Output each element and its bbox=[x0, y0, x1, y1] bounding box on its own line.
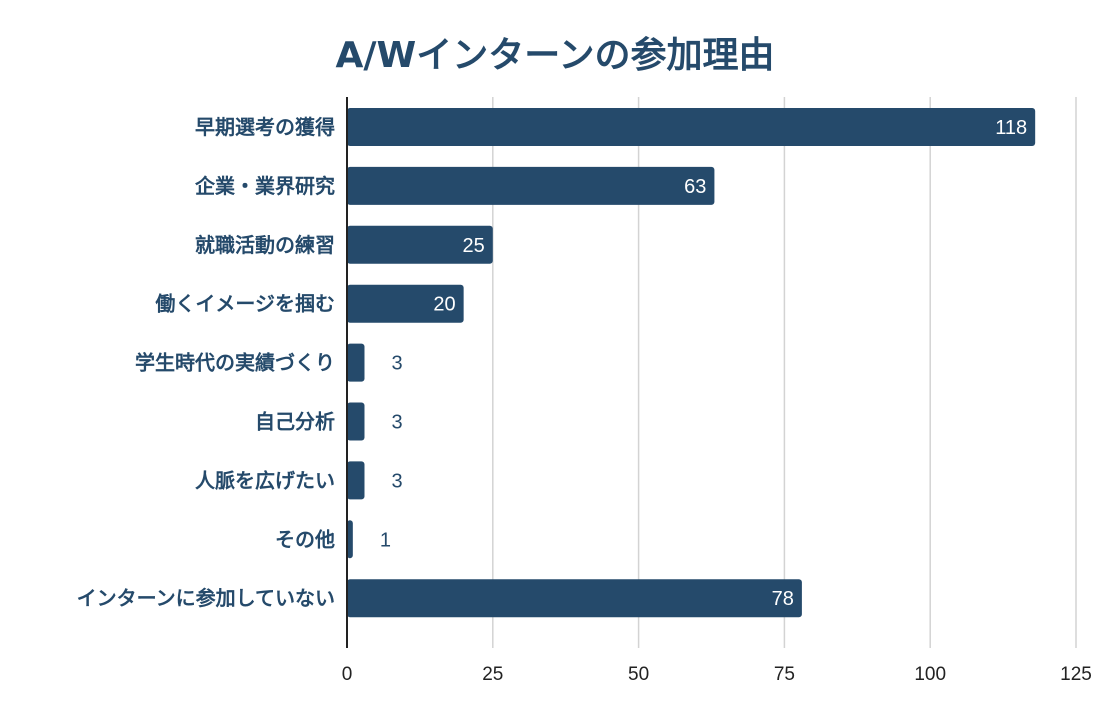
bar bbox=[347, 579, 802, 618]
bar bbox=[347, 461, 365, 500]
category-label: 働くイメージを掴む bbox=[154, 292, 335, 316]
data-label: 118 bbox=[995, 117, 1027, 139]
category-label: インターンに参加していない bbox=[77, 586, 335, 610]
category-label: 企業・業界研究 bbox=[194, 174, 335, 198]
bar bbox=[347, 402, 365, 441]
x-tick-label: 125 bbox=[1060, 664, 1092, 685]
data-label: 25 bbox=[463, 235, 485, 257]
category-label: 早期選考の獲得 bbox=[195, 115, 335, 139]
data-label: 1 bbox=[380, 529, 391, 551]
category-label: 人脈を広げたい bbox=[195, 468, 335, 492]
x-tick-label: 0 bbox=[342, 664, 353, 685]
data-label: 3 bbox=[391, 353, 402, 375]
bar bbox=[347, 284, 464, 323]
category-label: 自己分析 bbox=[255, 410, 335, 434]
bar bbox=[347, 520, 353, 559]
data-label: 20 bbox=[433, 294, 455, 316]
category-label: 就職活動の練習 bbox=[195, 233, 335, 257]
category-label: その他 bbox=[275, 527, 335, 551]
x-tick-label: 50 bbox=[628, 664, 649, 685]
bar bbox=[347, 108, 1036, 146]
category-label: 学生時代の実績づくり bbox=[135, 351, 335, 375]
data-label: 3 bbox=[391, 470, 402, 492]
x-tick-label: 100 bbox=[914, 664, 946, 685]
x-tick-label: 75 bbox=[774, 664, 795, 685]
bar bbox=[347, 343, 365, 382]
bar bbox=[347, 225, 493, 264]
data-label: 63 bbox=[684, 176, 706, 198]
x-tick-label: 25 bbox=[482, 664, 503, 685]
chart-title: A/Wインターンの参加理由 bbox=[335, 35, 775, 76]
data-label: 3 bbox=[391, 412, 402, 434]
bar bbox=[347, 166, 715, 205]
data-label: 78 bbox=[772, 588, 794, 610]
